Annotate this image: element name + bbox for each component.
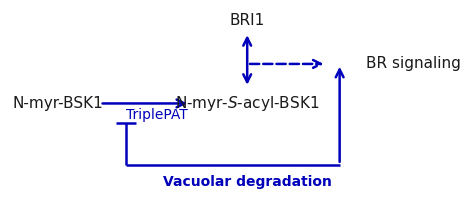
Text: Vacuolar degradation: Vacuolar degradation [163,176,332,189]
Text: BR signaling: BR signaling [366,57,461,71]
Text: TriplePAT: TriplePAT [126,108,188,122]
Text: N-myr-$\it{S}$-acyl-BSK1: N-myr-$\it{S}$-acyl-BSK1 [175,94,319,113]
Text: BRI1: BRI1 [229,13,265,28]
Text: N-myr-BSK1: N-myr-BSK1 [12,96,103,111]
